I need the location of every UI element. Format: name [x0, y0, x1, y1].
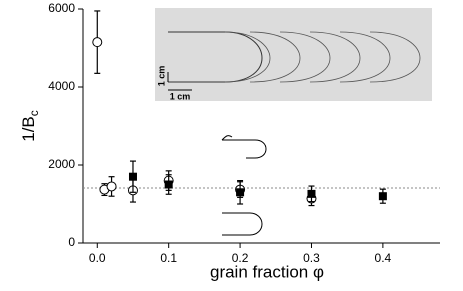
- y-tick-label: 6000: [48, 1, 75, 15]
- inset-curve: [249, 31, 301, 83]
- x-tick-label: 0.1: [160, 251, 177, 265]
- point: [307, 189, 316, 198]
- x-tick-label: 0.0: [89, 251, 106, 265]
- inset-curve: [168, 31, 263, 83]
- inset-background: [155, 8, 432, 101]
- inset-curve: [339, 31, 391, 83]
- inset-curve: [224, 31, 271, 83]
- y-tick-label: 0: [68, 235, 75, 249]
- y-axis-label: 1/Bc: [19, 110, 41, 142]
- y-tick-label: 2000: [48, 157, 75, 171]
- inset-scale-label: 1 cm: [156, 66, 166, 87]
- point: [378, 192, 387, 201]
- front-sketch: [222, 139, 267, 159]
- y-axis-label-main: 1/B: [19, 116, 38, 142]
- inset-curve: [309, 31, 361, 83]
- inset-curve: [279, 31, 331, 83]
- inset: 1 cm 1 cm: [155, 8, 432, 101]
- x-axis-label: grain fraction φ: [210, 262, 324, 281]
- x-tick-label: 0.2: [232, 251, 249, 265]
- inset-curve: [369, 31, 421, 83]
- x-tick-label: 0.4: [375, 251, 392, 265]
- front-sketch: [222, 212, 263, 236]
- point: [236, 188, 245, 197]
- point: [128, 172, 137, 181]
- x-tick-label: 0.3: [303, 251, 320, 265]
- point: [164, 180, 173, 189]
- y-tick-label: 4000: [48, 79, 75, 93]
- point: [106, 181, 117, 192]
- y-axis-label-sub: c: [27, 110, 41, 116]
- front-sketch: [221, 135, 233, 141]
- inset-scale-label: 1 cm: [170, 91, 191, 101]
- point: [92, 37, 103, 48]
